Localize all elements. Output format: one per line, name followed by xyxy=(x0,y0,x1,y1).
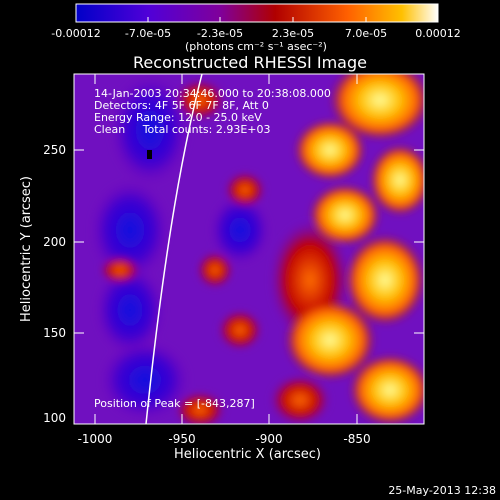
x-tick-label: -850 xyxy=(343,432,371,446)
x-tick-label: -950 xyxy=(168,432,196,446)
footer-date: 25-May-2013 12:38 xyxy=(388,484,496,497)
overlay-peak-position: Position of Peak = [-843,287] xyxy=(94,397,255,410)
overlay-energy: Energy Range: 12.0 - 25.0 keV xyxy=(94,111,262,124)
overlay-detectors: Detectors: 4F 5F 6F 7F 8F, Att 0 xyxy=(94,99,269,112)
x-tick-label: -900 xyxy=(255,432,283,446)
colorbar-tick-label: -2.3e-05 xyxy=(196,27,244,40)
plot-title: Reconstructed RHESSI Image xyxy=(133,53,367,72)
colorbar-ticks xyxy=(75,17,439,22)
colorbar-units: (photons cm⁻² s⁻¹ asec⁻²) xyxy=(185,40,327,53)
plot-frame xyxy=(73,73,425,425)
y-tick-label: 250 xyxy=(43,143,66,157)
peak-marker xyxy=(147,150,152,159)
x-axis-label: Heliocentric X (arcsec) xyxy=(174,447,321,462)
overlay-clean: Clean Total counts: 2.93E+03 xyxy=(94,123,271,136)
colorbar-tick-label: -7.0e-05 xyxy=(124,27,172,40)
solar-limb-line xyxy=(145,74,203,424)
y-tick-label: 200 xyxy=(43,235,66,249)
y-tick-label: 150 xyxy=(43,326,66,340)
rhessi-image xyxy=(74,74,424,424)
colorbar-tick-label: 0.00012 xyxy=(415,27,461,40)
colorbar-tick-label: -0.00012 xyxy=(51,27,101,40)
y-tick-label: 100 xyxy=(43,411,66,425)
colorbar-tick-label: 2.3e-05 xyxy=(271,27,315,40)
y-axis-label: Heliocentric Y (arcsec) xyxy=(19,176,34,322)
colorbar xyxy=(75,3,439,23)
colorbar-tick-label: 7.0e-05 xyxy=(344,27,388,40)
axis-ticks xyxy=(74,74,424,425)
overlay-time: 14-Jan-2003 20:34:46.000 to 20:38:08.000 xyxy=(94,87,331,100)
x-tick-label: -1000 xyxy=(77,432,113,446)
